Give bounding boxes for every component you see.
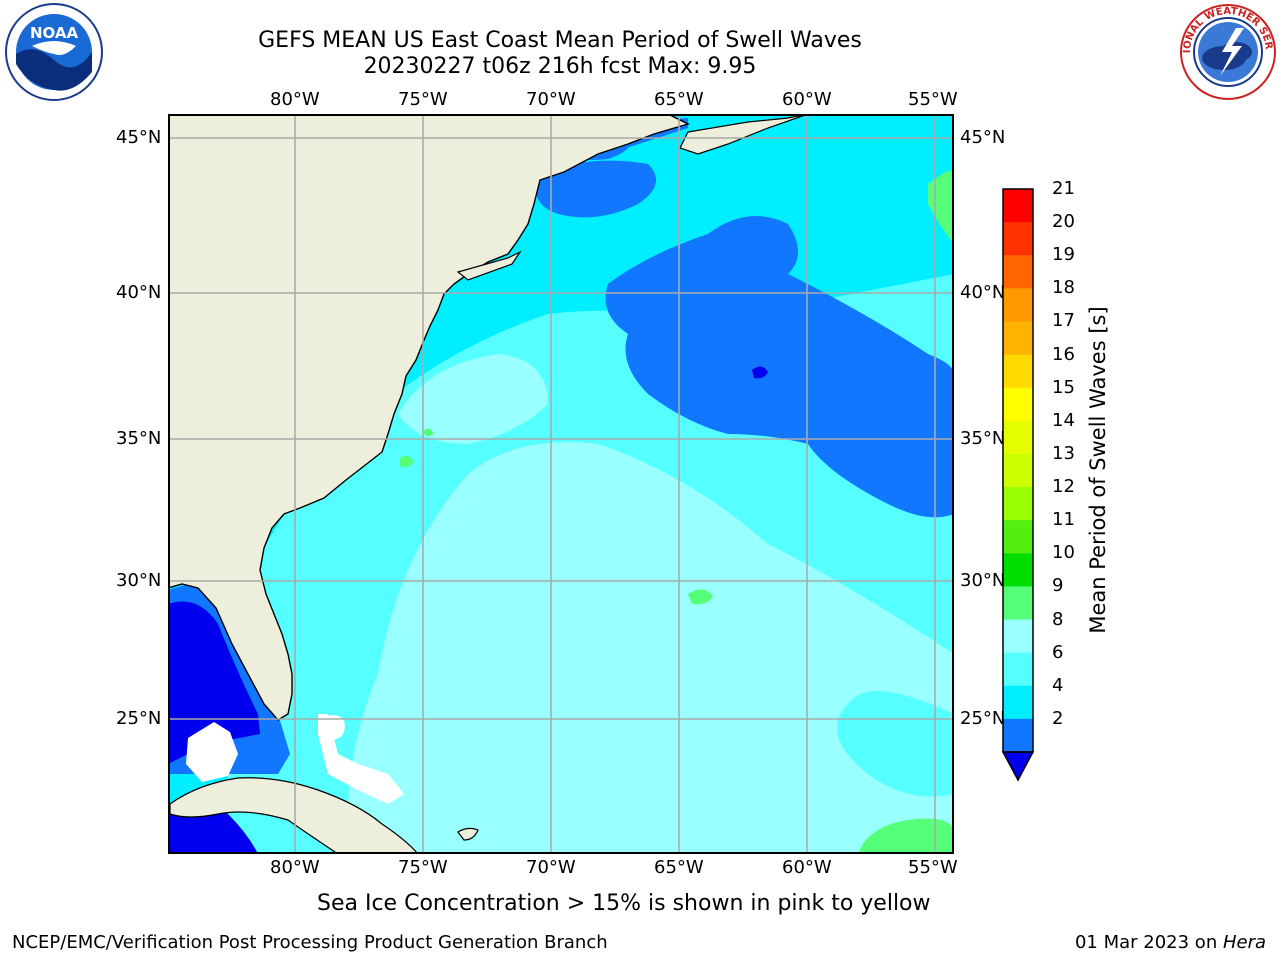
lon-label-bottom: 65°W	[654, 857, 704, 878]
lon-label-bottom: 70°W	[526, 857, 576, 878]
colorbar-tick-label: 11	[1052, 509, 1075, 531]
footer-host: Hera	[1222, 932, 1266, 953]
colorbar-border	[1002, 188, 1034, 753]
swell-9-10-region	[858, 818, 954, 854]
swell-8-9-region	[347, 442, 954, 854]
map-panel	[168, 114, 954, 854]
noaa-logo: NOAA	[5, 3, 103, 101]
lat-label-left: 25°N	[116, 708, 162, 729]
colorbar-tick-label: 16	[1052, 343, 1075, 365]
colorbar-tick-label: 21	[1052, 178, 1075, 199]
colorbar-tick-label: 15	[1052, 376, 1075, 398]
swell-8-9-region	[398, 354, 548, 444]
swell-8-9-region	[646, 734, 788, 814]
swell-under-2-region	[752, 366, 768, 379]
lat-label-left: 40°N	[116, 282, 162, 303]
hispaniola	[457, 827, 479, 841]
colorbar-tick-label: 9	[1052, 575, 1064, 597]
north-america-land	[168, 114, 690, 721]
colorbar-swatch	[1003, 387, 1033, 422]
colorbar-swatch	[1003, 586, 1033, 621]
colorbar-tick-label: 19	[1052, 244, 1075, 266]
colorbar-swatch	[1003, 553, 1033, 587]
lat-label-left: 35°N	[116, 428, 162, 449]
colorbar-tick-label: 20	[1052, 211, 1075, 233]
colorbar-tick-label: 18	[1052, 277, 1075, 299]
colorbar-title: Mean Period of Swell Waves [s]	[1086, 306, 1110, 634]
lon-label-bottom: 60°W	[782, 857, 832, 878]
lat-label-right: 30°N	[960, 570, 1006, 591]
colorbar-tick-label: 12	[1052, 476, 1075, 498]
colorbar-swatch	[1003, 321, 1033, 356]
colorbar	[1001, 188, 1035, 782]
colorbar-swatch	[1003, 652, 1033, 687]
colorbar-under-arrow	[1001, 751, 1035, 782]
swell-9-10-region	[424, 428, 434, 436]
lon-label-top: 55°W	[908, 89, 958, 110]
swell-no-data-region	[186, 722, 238, 782]
lon-label-bottom: 80°W	[270, 857, 320, 878]
swell-2-4-region	[535, 160, 656, 218]
colorbar-swatch	[1003, 222, 1033, 256]
lat-label-right: 40°N	[960, 282, 1006, 303]
lat-label-right: 45°N	[960, 127, 1006, 148]
lon-label-top: 65°W	[654, 89, 704, 110]
colorbar-tick-label: 8	[1052, 608, 1064, 630]
swell-2-4-region	[605, 216, 954, 518]
lon-label-top: 75°W	[398, 89, 448, 110]
lat-label-left: 30°N	[116, 570, 162, 591]
swell-under-2-region	[168, 601, 260, 764]
colorbar-swatch	[1003, 420, 1033, 455]
map-border	[168, 114, 954, 854]
lon-label-top: 70°W	[526, 89, 576, 110]
chart-title: GEFS MEAN US East Coast Mean Period of S…	[258, 28, 862, 53]
swell-no-data-region	[318, 714, 404, 804]
colorbar-swatch	[1003, 255, 1033, 289]
colorbar-swatch	[1003, 453, 1033, 488]
colorbar-swatch	[1003, 354, 1033, 389]
long-island	[456, 250, 522, 281]
chart-subtitle: 20230227 t06z 216h fcst Max: 9.95	[363, 54, 757, 79]
swell-9-10-region	[688, 589, 713, 605]
colorbar-tick-label: 13	[1052, 442, 1075, 464]
colorbar-tick-label: 10	[1052, 542, 1075, 564]
footer-credit: NCEP/EMC/Verification Post Processing Pr…	[12, 932, 608, 953]
lon-label-top: 80°W	[270, 89, 320, 110]
footer-date: 01 Mar 2023 on Hera	[1075, 932, 1266, 953]
colorbar-tick-label: 2	[1052, 707, 1064, 729]
nova-scotia	[679, 114, 809, 155]
swell-9-10-region	[400, 455, 414, 468]
colorbar-tick-label: 4	[1052, 674, 1064, 696]
lat-label-right: 35°N	[960, 428, 1006, 449]
colorbar-swatch	[1003, 189, 1033, 223]
colorbar-swatch	[1003, 520, 1033, 554]
map-svg	[168, 114, 954, 854]
lon-label-bottom: 55°W	[908, 857, 958, 878]
noaa-logo-text: NOAA	[30, 24, 79, 42]
cuba	[169, 777, 419, 854]
footer-date-text: 01 Mar 2023 on	[1074, 932, 1223, 953]
colorbar-swatch	[1003, 685, 1033, 720]
lat-label-left: 45°N	[116, 127, 162, 148]
colorbar-swatch	[1003, 619, 1033, 654]
lon-label-top: 60°W	[782, 89, 832, 110]
colorbar-swatch	[1003, 718, 1033, 753]
colorbar-tick-label: 14	[1052, 409, 1075, 431]
sea-ice-caption: Sea Ice Concentration > 15% is shown in …	[317, 891, 931, 916]
colorbar-tick-label: 17	[1052, 310, 1075, 332]
colorbar-swatch	[1003, 487, 1033, 521]
lon-label-bottom: 75°W	[398, 857, 448, 878]
colorbar-swatch	[1003, 288, 1033, 322]
nws-logo: NATIONAL WEATHER SERVICE	[1178, 2, 1276, 100]
graticule	[168, 114, 954, 854]
colorbar-tick-label: 6	[1052, 641, 1064, 663]
lat-label-right: 25°N	[960, 708, 1006, 729]
